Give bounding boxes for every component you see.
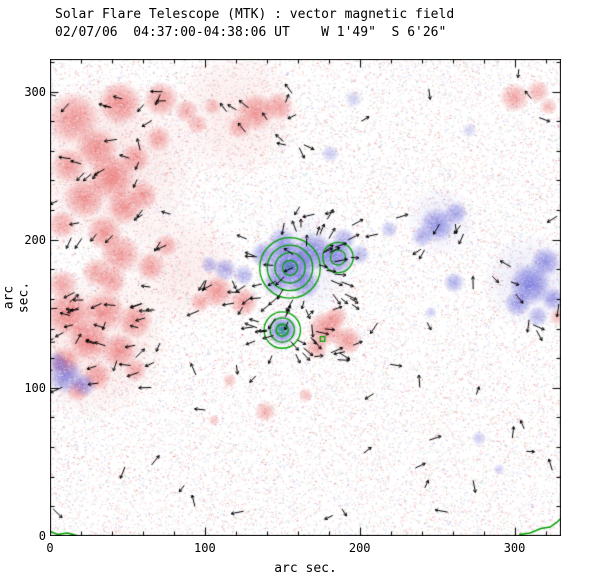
x-tick-label: 0 bbox=[46, 541, 54, 555]
y-tick-label: 200 bbox=[24, 232, 46, 247]
x-tick-label: 300 bbox=[503, 541, 526, 555]
y-tick-label: 100 bbox=[24, 380, 46, 395]
magnetogram-canvas bbox=[50, 59, 561, 536]
plot-title: Solar Flare Telescope (MTK) : vector mag… bbox=[55, 7, 455, 22]
x-tick-label: 100 bbox=[194, 541, 216, 555]
plot-subtitle: 02/07/06 04:37:00-04:38:06 UT W 1'49" S … bbox=[55, 25, 447, 40]
y-axis-label: arc sec. bbox=[1, 281, 32, 314]
y-tick-label: 300 bbox=[24, 84, 46, 99]
x-axis-label: arc sec. bbox=[274, 561, 337, 576]
y-tick-label: 0 bbox=[38, 529, 46, 543]
x-tick-label: 200 bbox=[348, 541, 371, 555]
